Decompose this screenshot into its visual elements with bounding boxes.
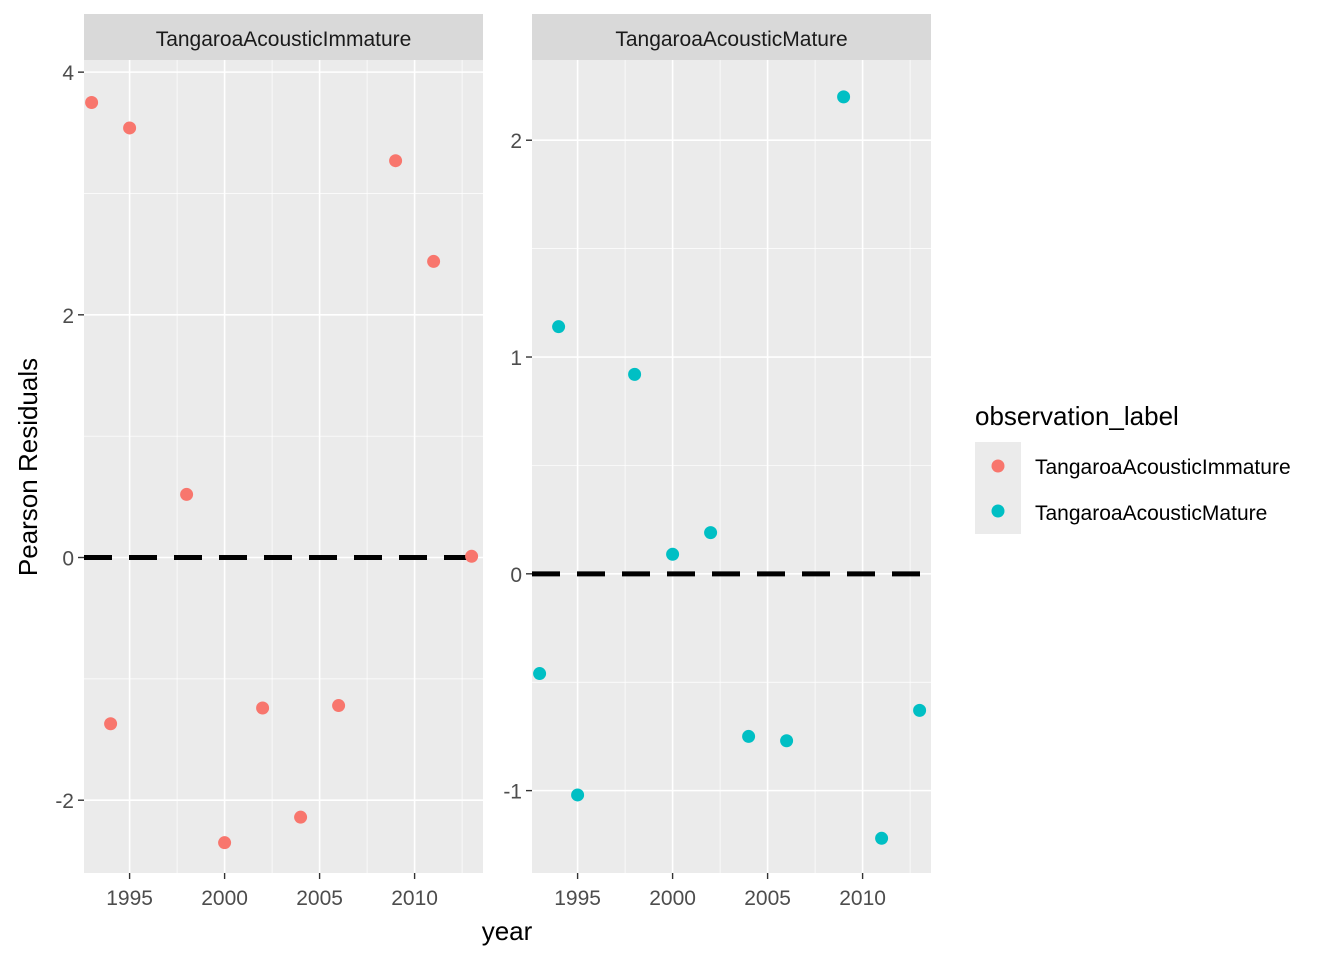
- data-point: [552, 320, 566, 334]
- panel-background: [84, 60, 483, 873]
- panel-background: [532, 60, 931, 873]
- data-point: [913, 703, 927, 717]
- x-tick-label: 2010: [839, 887, 886, 910]
- legend: observation_label TangaroaAcousticImmatu…: [975, 401, 1291, 534]
- legend-key-immature: [991, 459, 1005, 473]
- x-tick-label: 2000: [649, 887, 696, 910]
- x-tick-label: 2010: [391, 887, 438, 910]
- data-point: [85, 95, 99, 109]
- legend-label-immature: TangaroaAcousticImmature: [1035, 456, 1291, 479]
- x-tick-label: 2005: [296, 887, 343, 910]
- x-axis-title: year: [482, 916, 533, 946]
- data-point: [837, 90, 851, 104]
- y-axis-title: Pearson Residuals: [13, 358, 43, 576]
- y-tick-label: 2: [62, 305, 74, 328]
- data-point: [332, 699, 346, 713]
- legend-key-mature: [991, 504, 1005, 518]
- y-tick-label: 0: [510, 564, 522, 587]
- x-tick-label: 2005: [744, 887, 791, 910]
- data-point: [180, 487, 194, 501]
- y-tick-label: 1: [510, 347, 522, 370]
- data-point: [704, 526, 718, 540]
- facet-strip: [84, 14, 483, 60]
- facet-strip: [532, 14, 931, 60]
- data-point: [389, 154, 403, 168]
- facet-strip-label: TangaroaAcousticMature: [615, 28, 847, 51]
- data-point: [256, 701, 270, 715]
- data-point: [294, 810, 308, 824]
- data-point: [571, 788, 585, 802]
- facet-panels: TangaroaAcousticImmature -2 0 2 4 1995 2000 200…: [55, 14, 931, 910]
- data-point: [875, 831, 889, 845]
- data-point: [742, 729, 756, 743]
- data-point: [218, 836, 232, 850]
- y-tick-label: -1: [503, 781, 522, 804]
- data-point: [666, 547, 680, 561]
- x-tick-label: 2000: [201, 887, 248, 910]
- y-tick-label: -2: [55, 790, 74, 813]
- legend-key-background: [975, 442, 1021, 534]
- y-tick-label: 2: [510, 130, 522, 153]
- legend-label-mature: TangaroaAcousticMature: [1035, 502, 1267, 525]
- facet-strip-label: TangaroaAcousticImmature: [156, 28, 412, 51]
- data-point: [123, 121, 137, 135]
- x-tick-label: 1995: [554, 887, 601, 910]
- data-point: [427, 254, 441, 268]
- x-tick-label: 1995: [106, 887, 153, 910]
- facet-panel: TangaroaAcousticImmature -2 0 2 4 1995 2000 200…: [55, 14, 483, 910]
- legend-title: observation_label: [975, 401, 1179, 431]
- data-point: [104, 717, 118, 731]
- data-point: [780, 734, 794, 748]
- y-tick-label: 4: [62, 62, 74, 85]
- data-point: [465, 549, 479, 563]
- facet-panel: TangaroaAcousticMature -1 0 1 2 1995 2000 2005 2…: [503, 14, 931, 910]
- data-point: [533, 667, 547, 681]
- data-point: [628, 367, 642, 381]
- y-tick-label: 0: [62, 548, 74, 571]
